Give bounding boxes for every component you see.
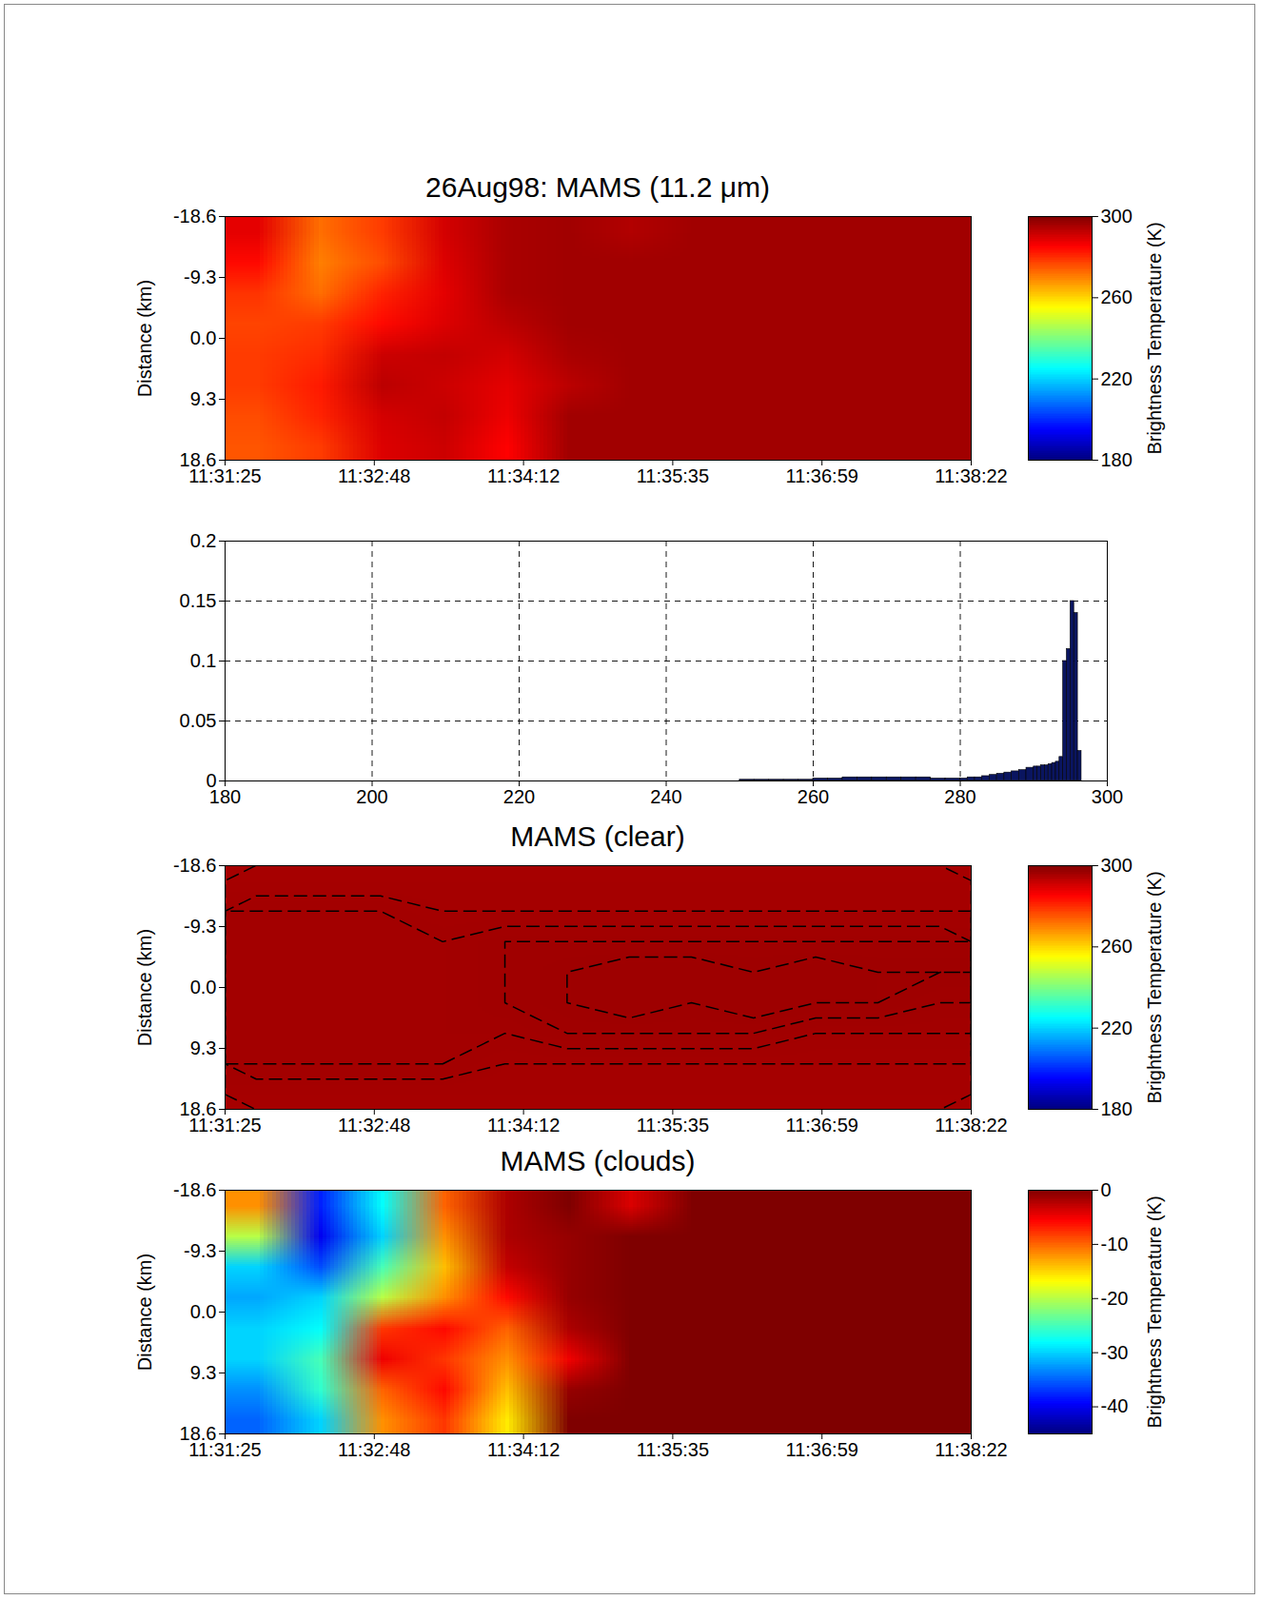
svg-text:300: 300 <box>1101 854 1133 876</box>
svg-text:240: 240 <box>650 786 682 808</box>
svg-text:-10: -10 <box>1101 1233 1129 1255</box>
svg-text:0.0: 0.0 <box>190 1300 217 1322</box>
svg-text:11:38:22: 11:38:22 <box>934 1114 1007 1136</box>
svg-text:300: 300 <box>1101 205 1133 227</box>
svg-text:-9.3: -9.3 <box>183 1240 217 1261</box>
svg-text:11:34:12: 11:34:12 <box>487 1438 560 1460</box>
svg-text:-9.3: -9.3 <box>183 266 217 288</box>
svg-text:0.0: 0.0 <box>190 976 217 998</box>
svg-text:Distance (km): Distance (km) <box>134 928 156 1046</box>
svg-text:0.1: 0.1 <box>190 650 217 671</box>
svg-text:0.15: 0.15 <box>179 590 217 611</box>
svg-text:0.05: 0.05 <box>179 709 217 731</box>
svg-text:11:32:48: 11:32:48 <box>337 1438 411 1460</box>
svg-text:-30: -30 <box>1101 1341 1129 1363</box>
svg-text:300: 300 <box>1091 786 1124 808</box>
svg-text:18.6: 18.6 <box>179 1098 217 1120</box>
svg-text:180: 180 <box>1101 1098 1133 1120</box>
svg-text:280: 280 <box>944 786 976 808</box>
svg-text:18.6: 18.6 <box>179 449 217 471</box>
svg-text:-9.3: -9.3 <box>183 915 217 937</box>
svg-text:0.2: 0.2 <box>190 530 217 552</box>
svg-text:11:36:59: 11:36:59 <box>786 1438 859 1460</box>
svg-text:220: 220 <box>1101 1017 1133 1039</box>
svg-text:11:35:35: 11:35:35 <box>636 1114 710 1136</box>
svg-text:11:36:59: 11:36:59 <box>786 465 859 487</box>
svg-text:-18.6: -18.6 <box>173 205 217 227</box>
svg-text:11:36:59: 11:36:59 <box>786 1114 859 1136</box>
svg-text:11:31:25: 11:31:25 <box>188 465 261 487</box>
svg-text:11:34:12: 11:34:12 <box>487 465 560 487</box>
svg-text:-20: -20 <box>1101 1287 1129 1309</box>
svg-text:11:35:35: 11:35:35 <box>636 465 710 487</box>
svg-text:220: 220 <box>1101 368 1133 390</box>
svg-text:11:34:12: 11:34:12 <box>487 1114 560 1136</box>
svg-text:180: 180 <box>209 786 241 808</box>
svg-text:9.3: 9.3 <box>190 388 217 410</box>
svg-text:11:31:25: 11:31:25 <box>188 1114 261 1136</box>
svg-text:11:31:25: 11:31:25 <box>188 1438 261 1460</box>
svg-text:Brightness Temperature (K): Brightness Temperature (K) <box>1143 1195 1165 1428</box>
svg-text:9.3: 9.3 <box>190 1361 217 1383</box>
svg-text:-40: -40 <box>1101 1395 1129 1417</box>
svg-text:11:38:22: 11:38:22 <box>934 1438 1007 1460</box>
svg-text:0: 0 <box>205 769 217 791</box>
svg-text:9.3: 9.3 <box>190 1037 217 1059</box>
svg-text:220: 220 <box>503 786 535 808</box>
svg-text:180: 180 <box>1101 449 1133 471</box>
html-text:MAMS (clear): MAMS (clear) <box>510 820 685 852</box>
svg-text:11:32:48: 11:32:48 <box>337 465 411 487</box>
svg-text:11:38:22: 11:38:22 <box>934 465 1007 487</box>
html-text:26Aug98: MAMS (11.2 μm): 26Aug98: MAMS (11.2 μm) <box>425 171 770 203</box>
svg-text:Brightness Temperature (K): Brightness Temperature (K) <box>1143 221 1165 454</box>
html-text:MAMS (clouds): MAMS (clouds) <box>500 1144 696 1177</box>
svg-text:260: 260 <box>797 786 829 808</box>
svg-text:0: 0 <box>1101 1179 1112 1201</box>
svg-text:-18.6: -18.6 <box>173 854 217 876</box>
svg-text:Distance (km): Distance (km) <box>134 1253 156 1371</box>
svg-text:Brightness Temperature (K): Brightness Temperature (K) <box>1143 870 1165 1104</box>
svg-text:0.0: 0.0 <box>190 327 217 349</box>
svg-text:11:35:35: 11:35:35 <box>636 1438 710 1460</box>
svg-text:-18.6: -18.6 <box>173 1179 217 1201</box>
svg-text:Distance (km): Distance (km) <box>134 279 156 397</box>
svg-text:18.6: 18.6 <box>179 1422 217 1444</box>
svg-text:200: 200 <box>355 786 388 808</box>
svg-text:11:32:48: 11:32:48 <box>337 1114 411 1136</box>
svg-text:260: 260 <box>1101 286 1133 308</box>
svg-text:260: 260 <box>1101 935 1133 957</box>
